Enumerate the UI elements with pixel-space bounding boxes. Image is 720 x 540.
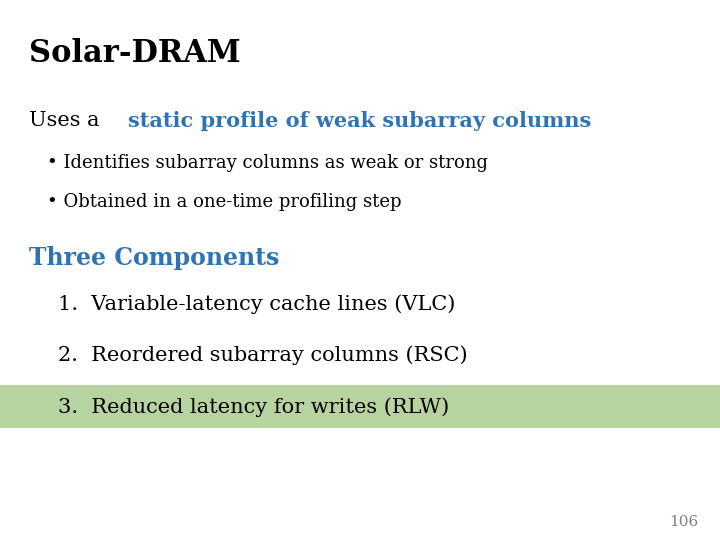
Text: static profile of weak subarray columns: static profile of weak subarray columns [128, 111, 592, 131]
Text: Uses a: Uses a [29, 111, 106, 130]
Text: 106: 106 [669, 515, 698, 529]
FancyBboxPatch shape [0, 385, 720, 428]
Text: Three Components: Three Components [29, 246, 279, 269]
Text: Solar-DRAM: Solar-DRAM [29, 38, 240, 69]
Text: 1.  Variable-latency cache lines (VLC): 1. Variable-latency cache lines (VLC) [58, 294, 455, 314]
Text: • Obtained in a one-time profiling step: • Obtained in a one-time profiling step [47, 193, 401, 211]
Text: • Identifies subarray columns as weak or strong: • Identifies subarray columns as weak or… [47, 154, 488, 172]
Text: 2.  Reordered subarray columns (RSC): 2. Reordered subarray columns (RSC) [58, 346, 467, 365]
Text: 3.  Reduced latency for writes (RLW): 3. Reduced latency for writes (RLW) [58, 397, 449, 416]
